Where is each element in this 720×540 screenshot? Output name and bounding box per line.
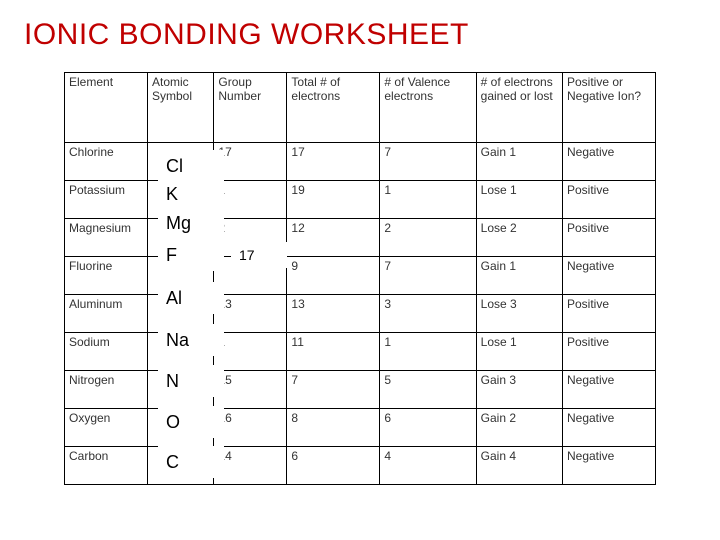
cell-ion: Negative bbox=[562, 371, 655, 409]
cell-ion: Negative bbox=[562, 409, 655, 447]
col-valence: # of Valence electrons bbox=[380, 73, 476, 143]
cell-gained: Gain 1 bbox=[476, 143, 562, 181]
cell-valence: 2 bbox=[380, 219, 476, 257]
table-row: Chlorine 17 17 7 Gain 1 Negative bbox=[65, 143, 656, 181]
cell-total: 12 bbox=[287, 219, 380, 257]
cell-ion: Negative bbox=[562, 257, 655, 295]
cell-valence: 7 bbox=[380, 257, 476, 295]
typed-symbol-c: C bbox=[158, 446, 224, 478]
typed-group-f: 17 bbox=[231, 242, 287, 268]
col-gained: # of electrons gained or lost bbox=[476, 73, 562, 143]
cell-total: 11 bbox=[287, 333, 380, 371]
table-row: Potassium 1 19 1 Lose 1 Positive bbox=[65, 181, 656, 219]
cell-element: Magnesium bbox=[65, 219, 148, 257]
table-row: Aluminum 13 13 3 Lose 3 Positive bbox=[65, 295, 656, 333]
col-symbol: Atomic Symbol bbox=[148, 73, 214, 143]
typed-symbol-mg: Mg bbox=[158, 207, 224, 239]
cell-element: Oxygen bbox=[65, 409, 148, 447]
table-row: Nitrogen 15 7 5 Gain 3 Negative bbox=[65, 371, 656, 409]
cell-total: 9 bbox=[287, 257, 380, 295]
cell-total: 8 bbox=[287, 409, 380, 447]
cell-element: Aluminum bbox=[65, 295, 148, 333]
table-row: Fluorine 9 7 Gain 1 Negative bbox=[65, 257, 656, 295]
cell-group: 16 bbox=[214, 409, 287, 447]
cell-total: 19 bbox=[287, 181, 380, 219]
col-total: Total # of electrons bbox=[287, 73, 380, 143]
cell-element: Sodium bbox=[65, 333, 148, 371]
cell-ion: Negative bbox=[562, 447, 655, 485]
cell-valence: 1 bbox=[380, 333, 476, 371]
cell-gained: Lose 1 bbox=[476, 333, 562, 371]
cell-gained: Lose 3 bbox=[476, 295, 562, 333]
cell-element: Fluorine bbox=[65, 257, 148, 295]
cell-valence: 4 bbox=[380, 447, 476, 485]
cell-ion: Positive bbox=[562, 181, 655, 219]
col-element: Element bbox=[65, 73, 148, 143]
typed-symbol-n: N bbox=[158, 365, 224, 397]
cell-total: 13 bbox=[287, 295, 380, 333]
table-row: Oxygen 16 8 6 Gain 2 Negative bbox=[65, 409, 656, 447]
worksheet-table: Element Atomic Symbol Group Number Total… bbox=[64, 72, 656, 485]
typed-symbol-k: K bbox=[158, 178, 224, 210]
cell-group: 13 bbox=[214, 295, 287, 333]
table-body: Chlorine 17 17 7 Gain 1 Negative Potassi… bbox=[65, 143, 656, 485]
cell-gained: Gain 4 bbox=[476, 447, 562, 485]
typed-symbol-f: F bbox=[158, 239, 224, 271]
cell-valence: 7 bbox=[380, 143, 476, 181]
cell-group: 15 bbox=[214, 371, 287, 409]
table-container: Element Atomic Symbol Group Number Total… bbox=[64, 72, 656, 485]
cell-group: 14 bbox=[214, 447, 287, 485]
typed-symbol-o: O bbox=[158, 406, 224, 438]
cell-ion: Positive bbox=[562, 333, 655, 371]
col-ion: Positive or Negative Ion? bbox=[562, 73, 655, 143]
cell-gained: Lose 2 bbox=[476, 219, 562, 257]
cell-ion: Negative bbox=[562, 143, 655, 181]
typed-symbol-al: Al bbox=[158, 282, 224, 314]
page-title: IONIC BONDING WORKSHEET bbox=[24, 18, 696, 52]
col-group: Group Number bbox=[214, 73, 287, 143]
cell-valence: 1 bbox=[380, 181, 476, 219]
cell-element: Nitrogen bbox=[65, 371, 148, 409]
cell-valence: 5 bbox=[380, 371, 476, 409]
table-row: Sodium 1 11 1 Lose 1 Positive bbox=[65, 333, 656, 371]
typed-symbol-na: Na bbox=[158, 324, 224, 356]
cell-total: 17 bbox=[287, 143, 380, 181]
cell-total: 7 bbox=[287, 371, 380, 409]
cell-gained: Lose 1 bbox=[476, 181, 562, 219]
table-row: Magnesium 2 12 2 Lose 2 Positive bbox=[65, 219, 656, 257]
cell-valence: 3 bbox=[380, 295, 476, 333]
cell-gained: Gain 3 bbox=[476, 371, 562, 409]
cell-element: Chlorine bbox=[65, 143, 148, 181]
cell-gained: Gain 2 bbox=[476, 409, 562, 447]
worksheet-page: IONIC BONDING WORKSHEET Element Atomic S… bbox=[0, 0, 720, 540]
cell-gained: Gain 1 bbox=[476, 257, 562, 295]
cell-group: 1 bbox=[214, 333, 287, 371]
cell-element: Carbon bbox=[65, 447, 148, 485]
cell-element: Potassium bbox=[65, 181, 148, 219]
cell-valence: 6 bbox=[380, 409, 476, 447]
table-header-row: Element Atomic Symbol Group Number Total… bbox=[65, 73, 656, 143]
cell-ion: Positive bbox=[562, 295, 655, 333]
cell-total: 6 bbox=[287, 447, 380, 485]
table-row: Carbon 14 6 4 Gain 4 Negative bbox=[65, 447, 656, 485]
cell-ion: Positive bbox=[562, 219, 655, 257]
cell-group: 1 bbox=[214, 181, 287, 219]
cell-group: 17 bbox=[214, 143, 287, 181]
